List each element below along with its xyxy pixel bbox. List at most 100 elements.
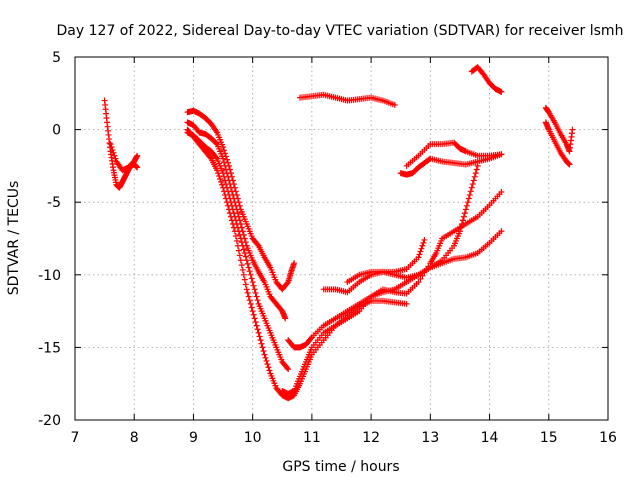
- data-point: [111, 152, 118, 159]
- data-point: [458, 220, 465, 227]
- data-point: [252, 318, 259, 325]
- y-tick-label: -5: [47, 195, 61, 211]
- y-tick-label: 0: [52, 123, 61, 139]
- data-point: [246, 297, 253, 304]
- series-arc-14: [468, 64, 505, 95]
- data-point: [224, 156, 231, 163]
- data-point: [239, 266, 246, 273]
- data-point: [221, 188, 228, 195]
- data-point: [256, 333, 263, 340]
- data-point: [253, 293, 260, 300]
- data-point: [223, 166, 230, 173]
- axis-ticks: 7 8 9 10 11 12 13 14 15 16 -20 -15 -10 -5 0 5: [38, 50, 617, 446]
- plot-frame: [74, 56, 609, 421]
- data-point: [247, 300, 254, 307]
- data-point: [284, 364, 291, 371]
- y-tick-label: 5: [52, 50, 61, 66]
- series-arc-13: [297, 91, 398, 108]
- data-point: [238, 262, 245, 269]
- x-axis-label: GPS time / hours: [282, 459, 399, 475]
- series-arc-10: [344, 162, 481, 286]
- data-point: [472, 170, 479, 177]
- series-arc-7: [279, 228, 505, 397]
- data-point: [226, 210, 233, 217]
- data-point: [240, 271, 247, 278]
- data-point: [420, 239, 427, 246]
- data-point: [244, 260, 251, 267]
- data-point: [232, 233, 239, 240]
- data-point: [243, 257, 250, 264]
- data-point: [498, 88, 505, 95]
- data-point: [260, 348, 267, 355]
- data-point: [108, 144, 115, 151]
- data-point: [238, 239, 245, 246]
- data-point: [498, 151, 505, 158]
- data-point: [419, 242, 426, 249]
- data-point: [241, 276, 248, 283]
- data-point: [462, 206, 469, 213]
- data-point: [250, 282, 257, 289]
- series-arc-16: [542, 119, 573, 168]
- data-point: [241, 250, 248, 257]
- data-point: [416, 251, 423, 258]
- data-point: [112, 155, 119, 162]
- series-arc-12: [403, 139, 505, 169]
- y-tick-label: -20: [38, 413, 61, 429]
- data-point: [227, 213, 234, 220]
- data-point: [218, 178, 225, 185]
- data-point: [456, 228, 463, 235]
- data-point: [251, 315, 258, 322]
- data-point: [134, 164, 141, 171]
- data-point: [236, 252, 243, 259]
- data-point: [262, 354, 269, 361]
- data-point: [220, 184, 227, 191]
- data-point: [224, 199, 231, 206]
- data-point: [231, 228, 238, 235]
- data-point: [237, 235, 244, 242]
- chart-title: Day 127 of 2022, Sidereal Day-to-day VTE…: [57, 23, 624, 39]
- data-point: [415, 279, 422, 286]
- data-point: [391, 101, 398, 108]
- data-point: [470, 177, 477, 184]
- data-point: [221, 159, 228, 166]
- data-point: [224, 202, 231, 209]
- data-point: [220, 155, 227, 162]
- data-point: [258, 340, 265, 347]
- data-point: [259, 344, 266, 351]
- data-point: [415, 254, 422, 261]
- data-point: [233, 237, 240, 244]
- data-point: [134, 152, 141, 159]
- series-arc-8: [285, 189, 505, 351]
- x-tick-label: 12: [362, 430, 380, 446]
- data-point: [468, 184, 475, 191]
- data-point: [465, 195, 472, 202]
- data-point: [253, 322, 260, 329]
- data-point: [457, 224, 464, 231]
- data-point: [469, 181, 476, 188]
- y-axis-label: SDTVAR / TECUs: [6, 181, 22, 296]
- data-point: [251, 286, 258, 293]
- data-point: [222, 191, 229, 198]
- data-point: [243, 286, 250, 293]
- data-point: [249, 279, 256, 286]
- data-point: [403, 300, 410, 307]
- data-point: [466, 191, 473, 198]
- data-point: [467, 188, 474, 195]
- data-point: [221, 147, 228, 154]
- data-point: [213, 140, 220, 147]
- data-point: [263, 357, 270, 364]
- data-point: [569, 126, 576, 133]
- data-point: [250, 311, 257, 318]
- data-point: [460, 213, 467, 220]
- data-point: [234, 242, 241, 249]
- x-tick-label: 7: [71, 430, 80, 446]
- series-arc-2: [107, 141, 141, 174]
- data-point: [228, 217, 235, 224]
- data-point: [461, 210, 468, 217]
- data-point: [282, 315, 289, 322]
- data-point: [245, 293, 252, 300]
- data-point: [254, 297, 261, 304]
- data-point: [247, 271, 254, 278]
- data-point: [223, 195, 230, 202]
